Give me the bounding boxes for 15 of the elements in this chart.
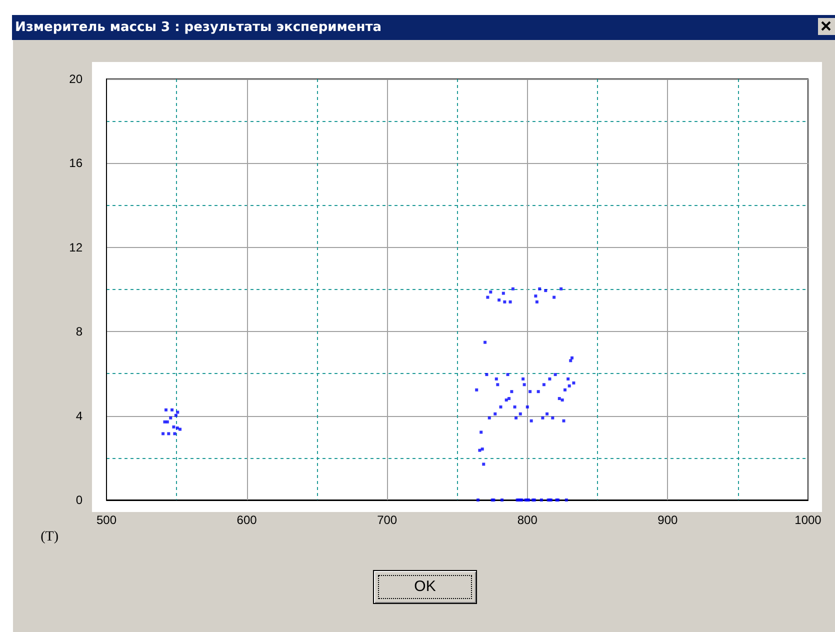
y-tick-label: 8 [76,324,83,339]
y-tick-label: 16 [69,156,83,170]
y-tick-label: 4 [76,408,83,423]
y-tick-label: 0 [76,493,83,507]
ok-button: OK [373,570,477,604]
x-tick-label: 1000 [794,513,822,527]
x-tick-label: 900 [658,513,678,527]
y-tick-label: 12 [69,240,83,254]
chart-title: Измеритель массы 3 : результаты эксперимента [12,15,835,40]
x-tick-label: 500 [96,513,117,527]
x-axis-title: (T) [40,530,59,544]
x-tick-label: 600 [236,513,258,527]
y-tick-label: 20 [69,72,83,86]
x-tick-label: 800 [517,513,538,527]
x-tick-label: 700 [377,513,398,527]
